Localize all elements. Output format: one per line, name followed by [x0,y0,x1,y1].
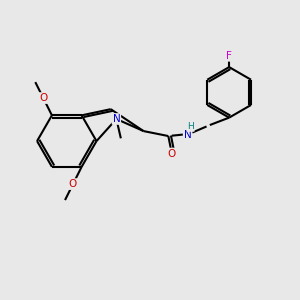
Text: O: O [69,179,77,189]
Text: F: F [226,51,232,61]
Text: N: N [184,130,191,140]
Text: N: N [112,114,120,124]
Text: O: O [168,148,176,158]
Text: O: O [39,93,47,103]
Text: H: H [187,122,194,131]
